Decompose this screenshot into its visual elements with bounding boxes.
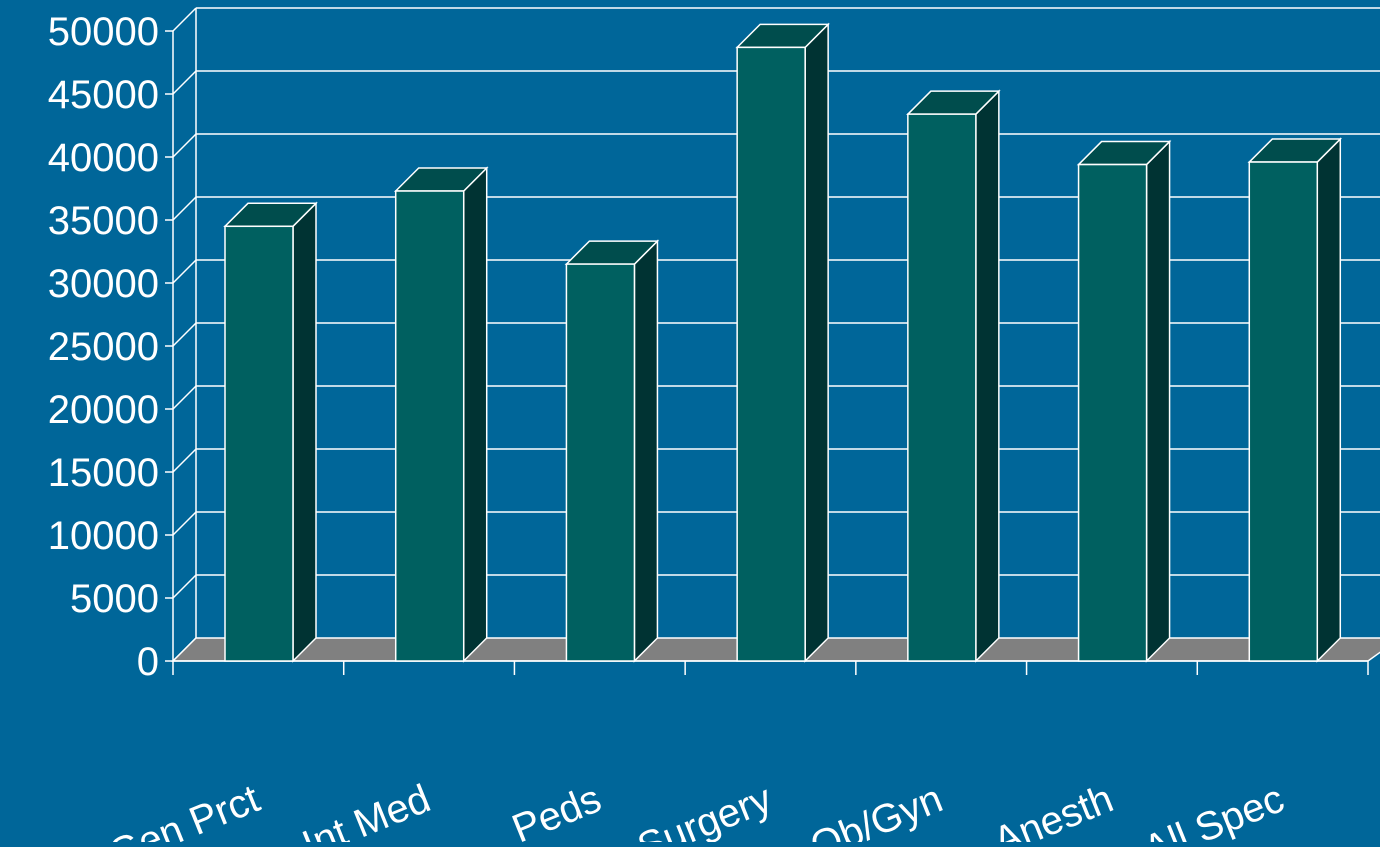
bar-int-med [393,166,489,663]
y-tick-label: 5000 [70,577,159,621]
bar-front [1248,161,1319,662]
wall-gridline [172,385,197,410]
y-tick-label: 20000 [48,388,159,432]
wall-gridline [172,196,197,221]
x-tick-label: All Spec [1137,777,1290,842]
y-tick-label: 15000 [48,451,159,495]
wall-gridline [172,322,197,347]
y-tick-label: 45000 [48,73,159,117]
bar-front [736,46,806,662]
wall-gridline [172,448,197,473]
x-tick-label: Int Med [296,777,436,842]
bar-side [633,239,659,663]
bar-side [1145,139,1171,663]
y-tick-label: 50000 [48,10,159,54]
y-tick-label: 35000 [48,199,159,243]
wall-gridline [172,133,197,158]
bar-all-spec [1247,137,1343,663]
bar-side [975,89,1000,663]
y-tick-label: 30000 [48,262,159,306]
y-tick-label: 40000 [48,136,159,180]
x-tick-label: Ob/Gyn [804,777,948,842]
bar-side [462,166,488,663]
y-tick-label: 25000 [48,325,159,369]
bar-side [292,201,317,663]
bars-layer [223,22,1343,663]
bar-ob-gyn [906,89,1001,663]
bar-peds [564,239,660,663]
bar-front [1077,163,1148,662]
wall-gridline [172,7,197,32]
bar-front [224,225,294,662]
wall-gridline [172,259,197,284]
bar-side [804,22,829,663]
bar-anesth [1076,139,1172,663]
bar-front [394,190,465,662]
bar-side [1316,137,1342,663]
x-axis-tick-labels: Gen Prct Int Med Peds Surgery Ob/Gyn Anesth Al… [103,777,1290,847]
y-tick-label: 10000 [48,514,159,558]
bar-surgery [735,22,830,663]
y-tick-label: 0 [137,640,159,684]
x-tick-label: Surgery [632,777,778,842]
y-axis-tick-labels: 0 5000 10000 15000 20000 25000 30000 35000 40000… [48,10,159,684]
bar-front [907,113,977,662]
x-tick-label: Anesth [987,777,1119,842]
wall-gridline [172,574,197,599]
x-tick-label: Peds [506,777,607,842]
bar-front [565,263,636,662]
bar-gen-prct [223,201,318,663]
wall-gridline [172,511,197,536]
x-tick-label: Gen Prct [103,777,266,842]
wall-gridline [172,70,197,95]
